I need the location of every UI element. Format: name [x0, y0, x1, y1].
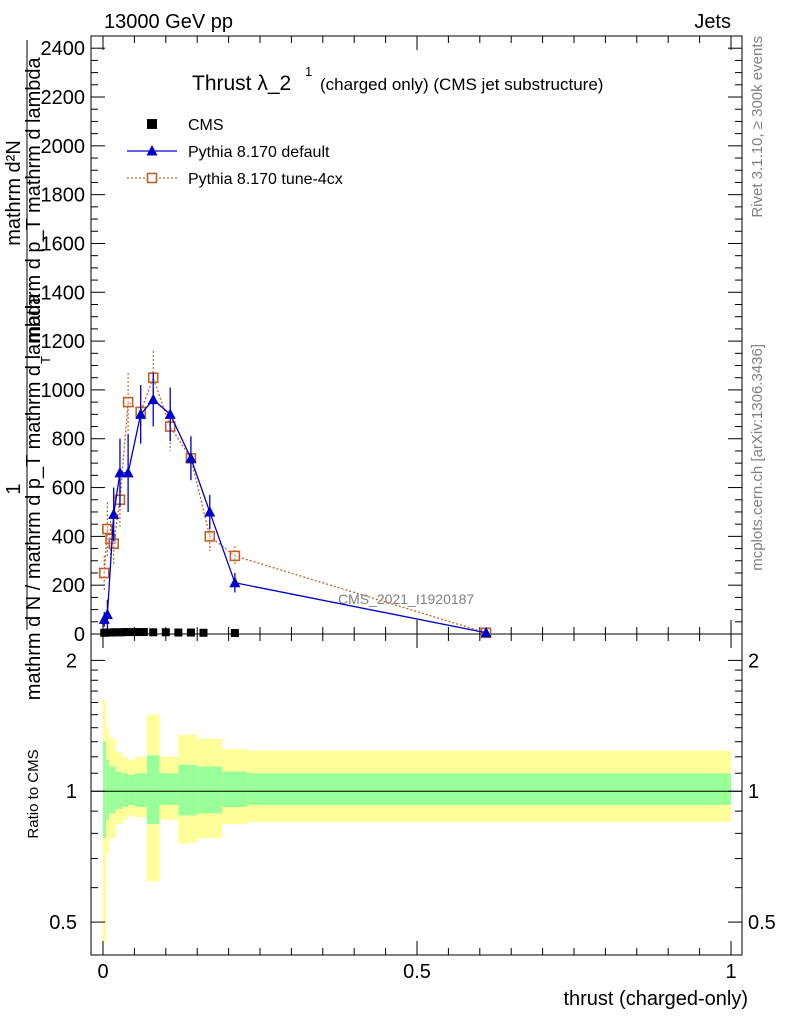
- legend-label: CMS: [188, 117, 224, 134]
- main-y-tick-label: 0: [74, 624, 85, 646]
- ratio-x-tick-label: 0.5: [403, 961, 431, 983]
- legend-label: Pythia 8.170 default: [188, 144, 330, 161]
- title-superscript: 1: [305, 64, 312, 79]
- mcplots-label: mcplots.cern.ch [arXiv:1306.3436]: [749, 344, 766, 571]
- ratio-x-tick-label: 0: [97, 961, 108, 983]
- series-default-point: [122, 466, 134, 478]
- series-default-point: [147, 393, 159, 405]
- ratio-x-tick-label: 1: [725, 961, 736, 983]
- series-default-point: [101, 608, 113, 619]
- series-default-point: [185, 452, 197, 463]
- ylabel-right-den: mathrm d p_T mathrm d lambda: [23, 56, 45, 342]
- main-y-tick-label: 2200: [41, 87, 86, 109]
- series-cms-point: [122, 628, 131, 637]
- ratio-y-tick-label: 2: [66, 650, 77, 672]
- legend-cms-marker: [147, 119, 157, 129]
- series-cms-point: [230, 629, 239, 638]
- ratio-axes: 0.5 0.5 1 1 2 2 0 0.5 1: [49, 633, 776, 983]
- main-y-tick-label: 600: [52, 478, 85, 500]
- series-default-point: [135, 408, 147, 419]
- main-y-tick-label: 1000: [41, 380, 86, 402]
- series-cms-point: [161, 628, 170, 637]
- series-tune-point: [98, 567, 110, 579]
- ratio-inner-band-bin: [178, 764, 198, 816]
- series-tune-point: [122, 396, 134, 408]
- main-y-tick-label: 800: [52, 429, 85, 451]
- ylabel-one: 1: [3, 483, 25, 494]
- ylabel-fraction: mathrm d N / mathrm d p_T mathrm d lambd…: [23, 293, 45, 700]
- legend-tune-marker: [146, 172, 158, 184]
- series-cms-point: [139, 628, 148, 637]
- x-axis-label: thrust (charged-only): [563, 988, 748, 1010]
- title-main: Thrust λ_2: [192, 72, 291, 95]
- main-y-tick-label: 1600: [41, 233, 86, 255]
- title-suffix: (charged only) (CMS jet substructure): [320, 75, 603, 94]
- ratio-y-tick-label: 0.5: [49, 912, 77, 934]
- series-cms-point: [127, 628, 136, 637]
- ylabel-right-num: mathrm d²N: [3, 140, 25, 246]
- ratio-bands: [91, 700, 742, 942]
- ratio-inner-band-bin: [121, 773, 129, 807]
- ratio-inner-band-bin: [115, 771, 122, 810]
- ylabel-sub-t: T: [38, 356, 53, 364]
- ratio-inner-band-bin: [222, 771, 248, 807]
- series-default-point: [480, 626, 492, 638]
- ratio-inner-band-bin: [106, 759, 110, 820]
- series-default-point: [114, 466, 126, 478]
- rivet-label: Rivet 3.1.10, ≥ 300k events: [749, 36, 766, 218]
- series-tune-point: [204, 531, 216, 542]
- series-cms-point: [149, 628, 158, 637]
- plot-title: Thrust λ_2 1 (charged only) (CMS jet sub…: [192, 64, 603, 95]
- series-cms-point: [199, 628, 208, 637]
- main-y-tick-label: 2000: [41, 136, 86, 158]
- series-cms-point: [174, 628, 183, 637]
- main-y-tick-label: 1200: [41, 331, 86, 353]
- main-y-tick-label: 200: [52, 575, 85, 597]
- series-layer: [98, 350, 492, 639]
- ratio-y-tick-label-right: 1: [748, 781, 759, 803]
- main-axes: 0 200 400 600 800 1000 1200 1400 1600 1800 2000 220…: [41, 35, 743, 646]
- ratio-inner-band-bin: [146, 755, 160, 825]
- series-cms-point: [133, 628, 142, 637]
- ratio-inner-band-bin: [159, 773, 179, 805]
- series-default-line: [103, 398, 487, 634]
- header-right: Jets: [694, 11, 731, 33]
- watermark: CMS_2021_I1920187: [338, 591, 474, 607]
- main-y-tick-label: 1800: [41, 185, 86, 207]
- ratio-y-tick-label-right: 2: [748, 650, 759, 672]
- series-default-point: [108, 508, 120, 519]
- legend: CMS Pythia 8.170 default Pythia 8.170 tune…: [127, 117, 343, 188]
- series-tune-line: [103, 375, 487, 634]
- main-y-tick-label: 1400: [41, 282, 86, 304]
- ratio-y-tick-label-right: 0.5: [748, 912, 776, 934]
- main-y-tick-label: 400: [52, 526, 85, 548]
- series-cms-point: [186, 628, 195, 637]
- header-left: 13000 GeV pp: [104, 11, 233, 33]
- legend-default-marker: [146, 145, 158, 156]
- series-cms-point: [113, 628, 122, 637]
- series-tune-point: [229, 550, 241, 562]
- legend-label: Pythia 8.170 tune-4cx: [188, 171, 343, 188]
- main-y-axis-label: 1 mathrm d N / mathrm d p_T mathrm d lam…: [3, 40, 53, 700]
- ratio-inner-band-bin: [109, 766, 116, 814]
- ratio-inner-band-bin: [247, 773, 731, 805]
- series-default-point: [204, 505, 216, 517]
- ratio-inner-band-bin: [197, 766, 223, 814]
- ratio-y-label: Ratio to CMS: [25, 749, 42, 838]
- ratio-y-tick-label: 1: [66, 781, 77, 803]
- ratio-inner-band-bin: [134, 773, 147, 807]
- ratio-inner-band-bin: [103, 741, 107, 839]
- ratio-inner-band-bin: [128, 774, 135, 805]
- series-cms-point: [117, 628, 126, 637]
- main-y-tick-label: 2400: [41, 38, 86, 60]
- series-default-point: [229, 576, 241, 588]
- series-default-point: [164, 408, 176, 419]
